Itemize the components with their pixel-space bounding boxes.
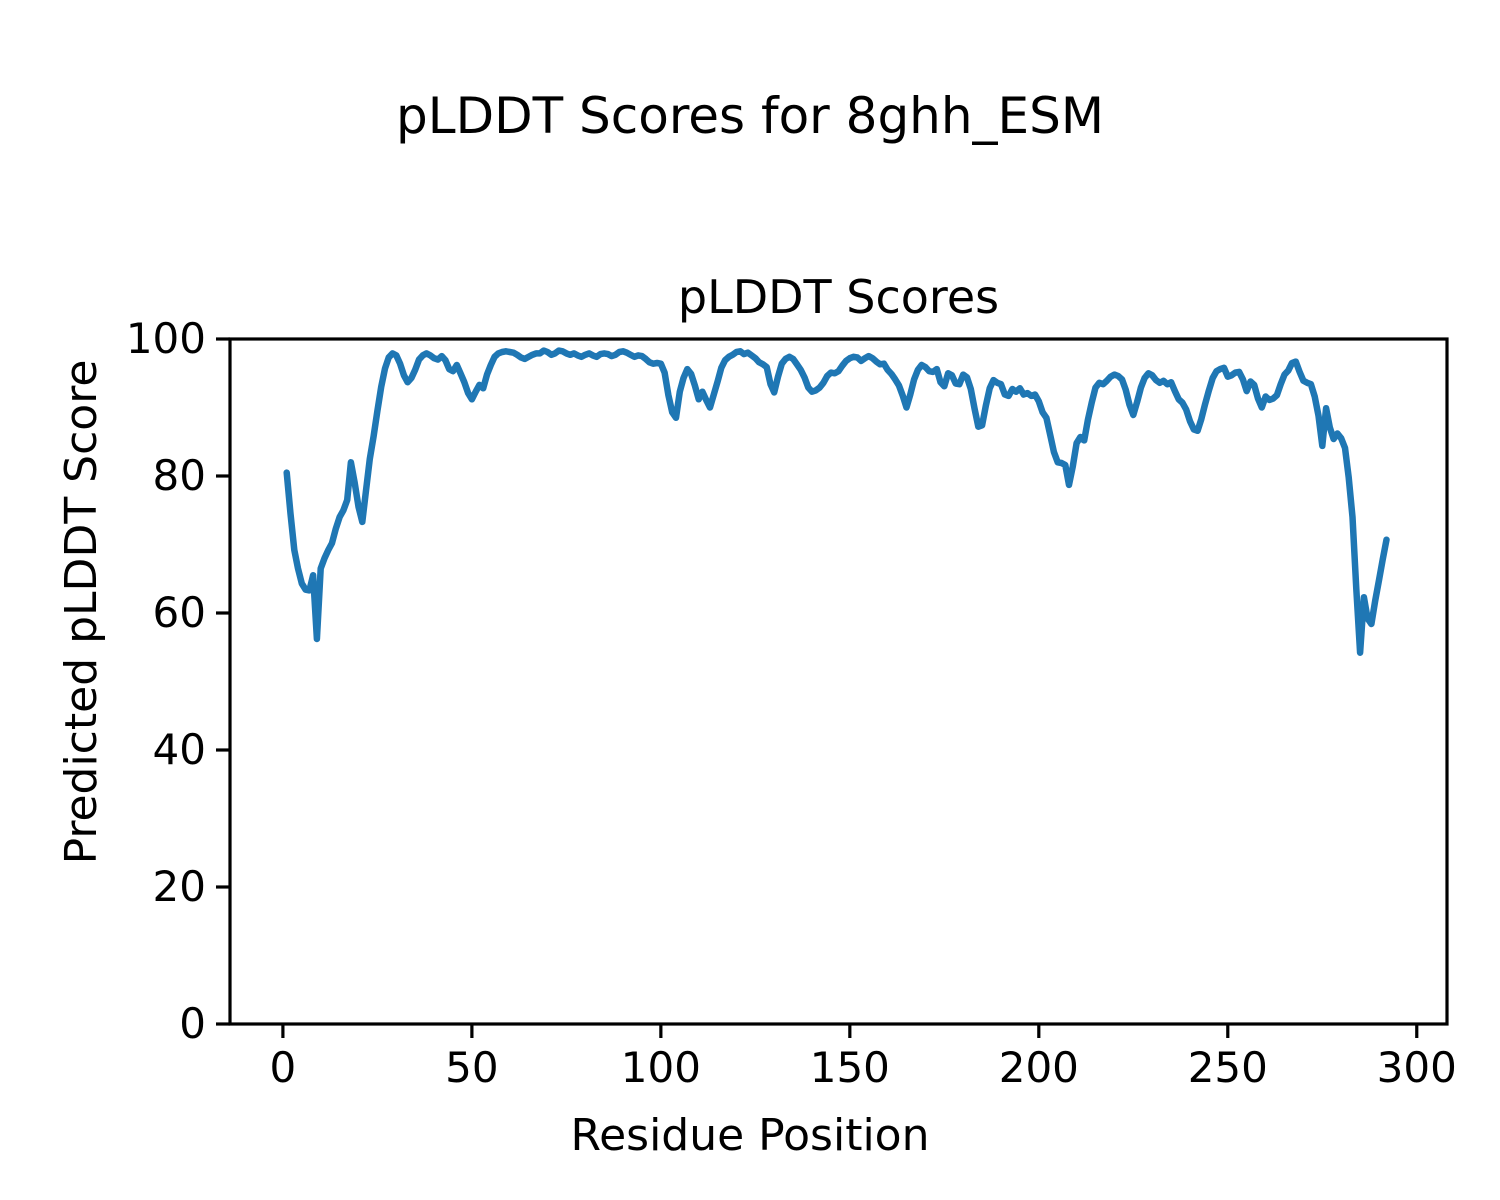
axes-title: pLDDT Scores <box>677 270 1000 324</box>
plot-area <box>216 337 1449 1038</box>
x-tick-label: 250 <box>1187 1043 1268 1092</box>
x-tick-label: 50 <box>445 1043 499 1092</box>
y-tick-label: 0 <box>179 999 206 1048</box>
line-chart <box>216 337 1449 1038</box>
plddt-line-series <box>283 347 1390 656</box>
x-tick-label: 300 <box>1376 1043 1457 1092</box>
x-tick-label: 150 <box>809 1043 890 1092</box>
figure-title: pLDDT Scores for 8ghh_ESM <box>395 87 1105 145</box>
x-tick-label: 0 <box>269 1043 297 1092</box>
axes-spines <box>228 337 1449 1026</box>
y-axis-label: Predicted pLDDT Score <box>56 359 107 865</box>
tick-marks <box>216 337 1419 1038</box>
x-tick-label: 200 <box>998 1043 1079 1092</box>
x-tick-label: 100 <box>620 1043 701 1092</box>
y-tick-label: 100 <box>125 314 206 363</box>
y-tick-label: 20 <box>152 862 206 911</box>
x-axis-label: Residue Position <box>570 1110 930 1161</box>
